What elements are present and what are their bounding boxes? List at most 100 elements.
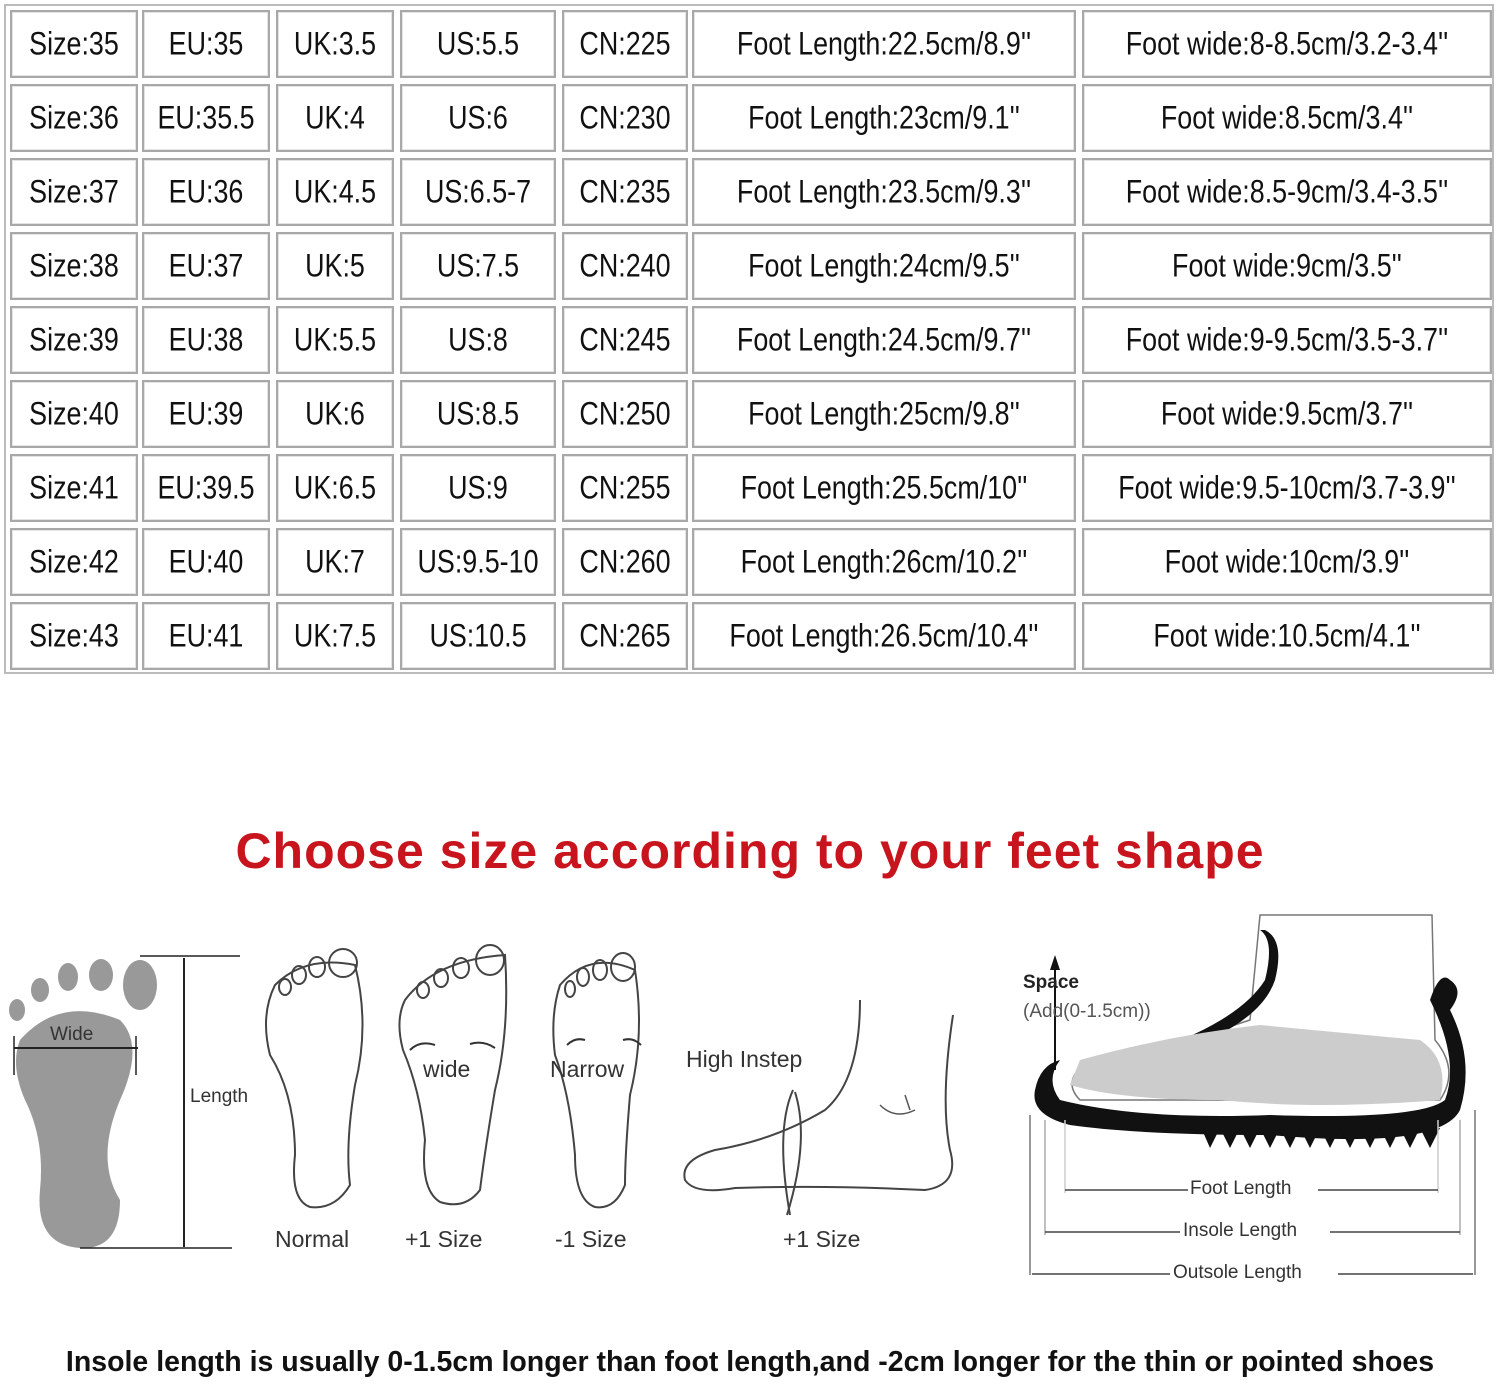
narrow-label: Narrow — [550, 1056, 625, 1082]
cell-text: CN:245 — [579, 321, 671, 358]
size-table: Size:35 EU:35 UK:3.5 US:5.5 CN:225 Foot Lengt… — [4, 4, 1494, 674]
cell-text: Foot Length:26cm/10.2'' — [740, 543, 1028, 580]
cell-text: UK:6.5 — [293, 469, 377, 506]
high-instep-label: High Instep — [686, 1046, 803, 1072]
shoe-cross-section-illustration — [1029, 914, 1476, 1275]
cell-text: UK:7.5 — [293, 617, 377, 654]
cell-text: Foot wide:9.5-10cm/3.7-3.9'' — [1118, 469, 1456, 506]
cell-eu: EU:41 — [142, 602, 270, 670]
cell-us: US:8.5 — [400, 380, 556, 448]
cell-text: UK:5.5 — [293, 321, 377, 358]
cell-eu: EU:35 — [142, 10, 270, 78]
cell-us: US:10.5 — [400, 602, 556, 670]
cell-us: US:9 — [400, 454, 556, 522]
wide-label: wide — [423, 1056, 471, 1082]
cell-us: US:6 — [400, 84, 556, 152]
cell-size: Size:35 — [10, 10, 138, 78]
cell-text: CN:240 — [579, 247, 671, 284]
cell-uk: UK:6.5 — [276, 454, 394, 522]
wide-measure-label: Wide — [50, 1024, 94, 1045]
cell-text: US:5.5 — [436, 25, 520, 62]
cell-foot-wide: Foot wide:9-9.5cm/3.5-3.7'' — [1082, 306, 1492, 374]
length-measure-label: Length — [190, 1086, 249, 1107]
cell-eu: EU:36 — [142, 158, 270, 226]
cell-us: US:9.5-10 — [400, 528, 556, 596]
cell-eu: EU:39 — [142, 380, 270, 448]
cell-text: US:6 — [448, 99, 508, 136]
cell-size: Size:36 — [10, 84, 138, 152]
space-note: (Add(0-1.5cm)) — [1023, 1001, 1151, 1022]
cell-cn: CN:260 — [562, 528, 688, 596]
cell-foot-length: Foot Length:25.5cm/10'' — [692, 454, 1076, 522]
cell-text: CN:255 — [579, 469, 671, 506]
cell-size: Size:42 — [10, 528, 138, 596]
cell-text: Foot Length:26.5cm/10.4'' — [729, 617, 1039, 654]
cell-text: Size:42 — [29, 543, 119, 580]
cell-foot-wide: Foot wide:8.5cm/3.4'' — [1082, 84, 1492, 152]
cell-foot-wide: Foot wide:9.5-10cm/3.7-3.9'' — [1082, 454, 1492, 522]
cell-text: US:7.5 — [436, 247, 520, 284]
cell-foot-wide: Foot wide:10cm/3.9'' — [1082, 528, 1492, 596]
cell-size: Size:43 — [10, 602, 138, 670]
cell-foot-wide: Foot wide:9.5cm/3.7'' — [1082, 380, 1492, 448]
cell-text: US:8 — [448, 321, 508, 358]
cell-text: Foot wide:10.5cm/4.1'' — [1153, 617, 1421, 654]
cell-text: Foot Length:25cm/9.8'' — [748, 395, 1020, 432]
cell-text: Foot wide:8.5-9cm/3.4-3.5'' — [1125, 173, 1449, 210]
cell-text: EU:35 — [168, 25, 244, 62]
cell-text: Foot Length:23cm/9.1'' — [748, 99, 1020, 136]
cell-uk: UK:5.5 — [276, 306, 394, 374]
cell-foot-length: Foot Length:24.5cm/9.7'' — [692, 306, 1076, 374]
cell-cn: CN:235 — [562, 158, 688, 226]
cell-text: EU:36 — [168, 173, 244, 210]
cell-text: CN:235 — [579, 173, 671, 210]
cell-text: CN:230 — [579, 99, 671, 136]
cell-text: Size:35 — [29, 25, 119, 62]
cell-eu: EU:39.5 — [142, 454, 270, 522]
cell-uk: UK:7.5 — [276, 602, 394, 670]
wide-caption: +1 Size — [405, 1226, 483, 1252]
cell-size: Size:40 — [10, 380, 138, 448]
cell-text: US:9 — [448, 469, 508, 506]
cell-text: EU:41 — [168, 617, 244, 654]
cell-foot-length: Foot Length:26.5cm/10.4'' — [692, 602, 1076, 670]
space-label: Space — [1023, 972, 1079, 993]
cell-text: EU:38 — [168, 321, 244, 358]
cell-text: EU:35.5 — [157, 99, 255, 136]
cell-text: UK:4 — [305, 99, 365, 136]
cell-uk: UK:4.5 — [276, 158, 394, 226]
cell-us: US:6.5-7 — [400, 158, 556, 226]
cell-text: Foot Length:24cm/9.5'' — [748, 247, 1020, 284]
outsole-length-label: Outsole Length — [1173, 1262, 1302, 1283]
cell-foot-wide: Foot wide:10.5cm/4.1'' — [1082, 602, 1492, 670]
cell-text: EU:40 — [168, 543, 244, 580]
cell-text: Size:40 — [29, 395, 119, 432]
cell-cn: CN:230 — [562, 84, 688, 152]
footnote: Insole length is usually 0-1.5cm longer … — [65, 1346, 1435, 1378]
cell-uk: UK:3.5 — [276, 10, 394, 78]
cell-cn: CN:250 — [562, 380, 688, 448]
cell-uk: UK:7 — [276, 528, 394, 596]
cell-us: US:8 — [400, 306, 556, 374]
cell-text: Foot wide:9.5cm/3.7'' — [1160, 395, 1414, 432]
cell-text: UK:4.5 — [293, 173, 377, 210]
cell-text: US:8.5 — [436, 395, 520, 432]
cell-text: EU:39.5 — [157, 469, 255, 506]
cell-eu: EU:38 — [142, 306, 270, 374]
cell-size: Size:41 — [10, 454, 138, 522]
cell-eu: EU:35.5 — [142, 84, 270, 152]
cell-size: Size:38 — [10, 232, 138, 300]
cell-text: Size:41 — [29, 469, 119, 506]
cell-text: Foot Length:23.5cm/9.3'' — [736, 173, 1032, 210]
cell-text: UK:3.5 — [293, 25, 377, 62]
cell-size: Size:39 — [10, 306, 138, 374]
cell-foot-length: Foot Length:22.5cm/8.9'' — [692, 10, 1076, 78]
cell-foot-length: Foot Length:23.5cm/9.3'' — [692, 158, 1076, 226]
cell-text: Size:39 — [29, 321, 119, 358]
cell-text: CN:250 — [579, 395, 671, 432]
foot-length-label: Foot Length — [1190, 1178, 1292, 1199]
cell-text: Foot wide:9-9.5cm/3.5-3.7'' — [1125, 321, 1449, 358]
cell-text: Foot Length:24.5cm/9.7'' — [736, 321, 1032, 358]
cell-size: Size:37 — [10, 158, 138, 226]
cell-text: Size:43 — [29, 617, 119, 654]
